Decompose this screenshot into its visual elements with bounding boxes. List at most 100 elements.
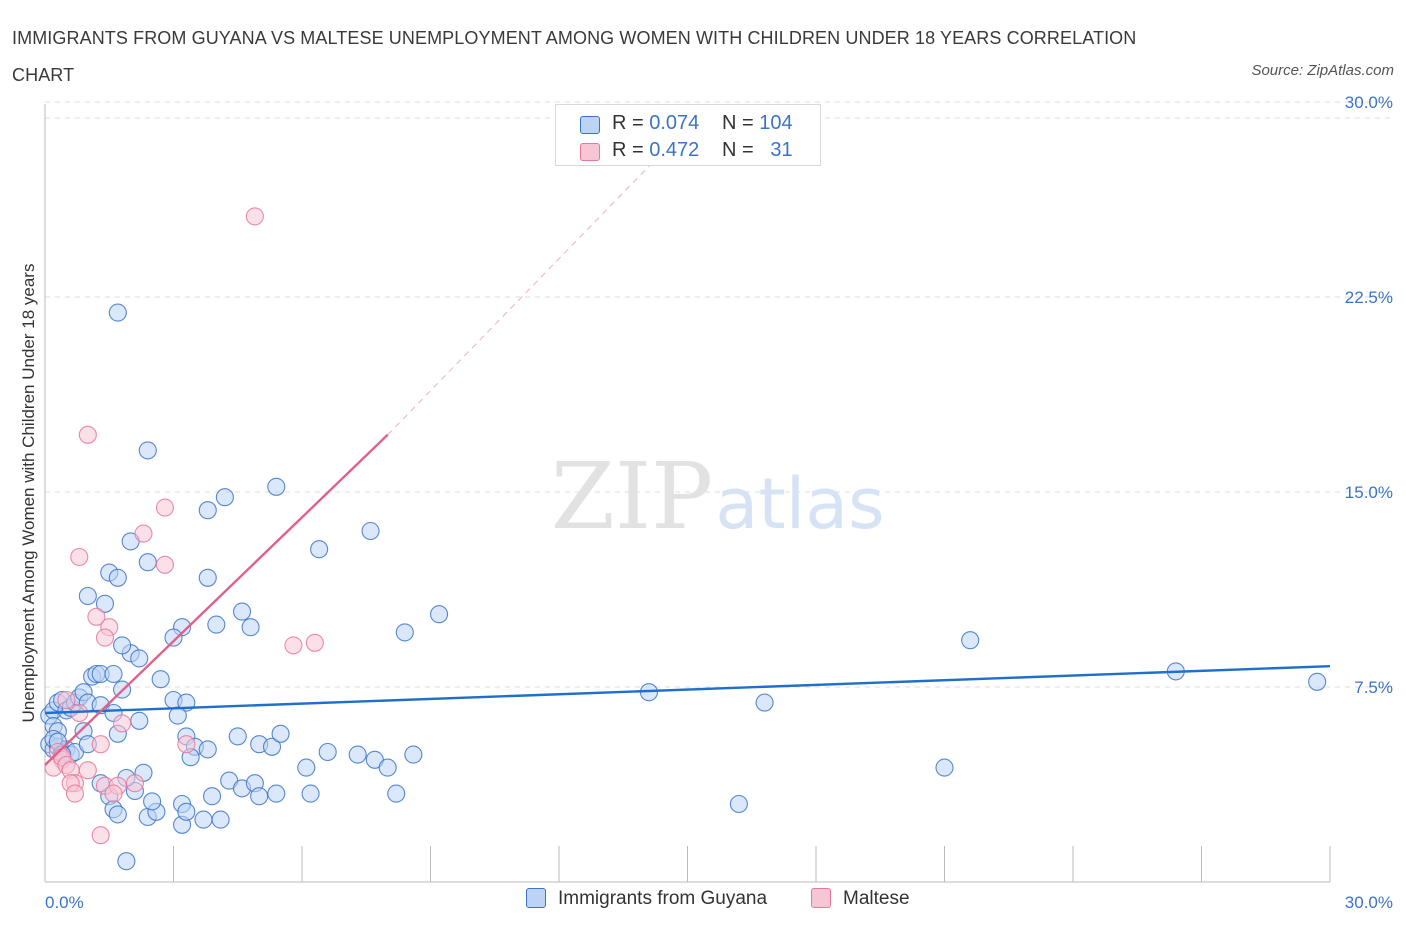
point-maltese (113, 714, 132, 733)
point-guyana (267, 477, 286, 496)
point-maltese (87, 607, 106, 626)
legend-r-value: 0.074 (649, 112, 700, 134)
point-maltese (95, 628, 115, 647)
watermark: ZIP atlas (551, 443, 885, 550)
point-guyana (935, 758, 954, 777)
y-axis-label: Unemployment Among Women with Children U… (19, 264, 38, 723)
point-guyana (138, 441, 157, 460)
point-guyana (78, 586, 97, 606)
point-guyana (130, 649, 149, 668)
point-guyana (961, 631, 980, 650)
point-guyana (207, 615, 226, 634)
point-guyana (241, 618, 260, 637)
point-guyana (108, 303, 127, 322)
point-guyana (387, 784, 406, 803)
point-guyana (198, 568, 217, 587)
point-maltese (104, 784, 123, 803)
legend-n-label: N = (722, 112, 754, 134)
point-maltese (284, 636, 303, 655)
y-tick-label: 22.5% (1345, 288, 1393, 307)
point-guyana (250, 787, 269, 806)
source-credit: Source: ZipAtlas.com (1251, 62, 1394, 79)
point-guyana (108, 805, 127, 824)
gridlines (45, 101, 1395, 688)
series-legend: Immigrants from Guyana Maltese (0, 888, 1406, 916)
point-guyana (310, 540, 329, 559)
trend-lines (44, 104, 1331, 766)
point-guyana (151, 670, 170, 689)
point-guyana (194, 810, 213, 829)
legend-item-maltese[interactable]: Maltese (811, 888, 910, 910)
point-guyana (729, 794, 748, 814)
legend-n-value: 104 (759, 112, 793, 134)
point-guyana (1308, 672, 1327, 691)
legend-swatch-maltese (580, 143, 600, 161)
point-maltese (91, 826, 110, 845)
legend-r-label: R = (612, 139, 644, 161)
x-tick-label: 0.0% (45, 893, 84, 912)
legend-label-maltese: Maltese (843, 888, 910, 909)
point-guyana (361, 521, 380, 541)
point-maltese (245, 207, 264, 226)
point-guyana (404, 745, 423, 764)
trend-line-guyana (44, 665, 1331, 715)
point-guyana (104, 664, 123, 684)
point-guyana (138, 553, 157, 572)
point-maltese (134, 524, 153, 543)
point-guyana (177, 802, 196, 821)
point-guyana (113, 636, 132, 655)
point-guyana (232, 602, 252, 621)
point-guyana (215, 488, 234, 507)
point-guyana (198, 740, 217, 759)
point-guyana (168, 706, 187, 725)
point-maltese (125, 774, 144, 793)
legend-n-label: N = (722, 139, 754, 161)
point-guyana (348, 745, 367, 764)
legend-swatch-guyana (526, 888, 546, 908)
point-guyana (203, 787, 222, 806)
legend-item-guyana[interactable]: Immigrants from Guyana (526, 888, 767, 910)
y-tick-label: 7.5% (1354, 678, 1393, 697)
point-guyana (117, 852, 136, 871)
point-guyana (395, 623, 414, 642)
legend-swatch-maltese (811, 888, 831, 908)
point-maltese (177, 735, 196, 754)
correlation-legend: R = 0.074 N = 104 R = 0.472 N = 31 (555, 104, 821, 166)
point-guyana (301, 784, 320, 803)
point-guyana (297, 758, 316, 777)
point-maltese (155, 498, 174, 517)
point-guyana (318, 742, 337, 762)
point-guyana (271, 724, 290, 743)
point-guyana (143, 792, 162, 811)
point-maltese (65, 784, 85, 803)
point-guyana (95, 594, 115, 613)
point-guyana (430, 605, 449, 624)
point-maltese (78, 425, 97, 444)
point-maltese (305, 633, 324, 652)
legend-label-guyana: Immigrants from Guyana (558, 888, 768, 909)
watermark-zip: ZIP (551, 443, 713, 550)
point-maltese (155, 555, 174, 574)
y-tick-label: 15.0% (1345, 483, 1393, 502)
legend-r-label: R = (612, 112, 644, 134)
tick-labels: 7.5% 15.0% 22.5% 30.0% 0.0% 30.0% (45, 93, 1393, 912)
point-guyana (130, 711, 149, 730)
point-maltese (78, 761, 97, 780)
legend-r-value: 0.472 (649, 139, 700, 161)
legend-n-value: 31 (770, 139, 793, 161)
legend-swatch-guyana (580, 116, 600, 134)
point-guyana (108, 568, 127, 587)
y-tick-label: 30.0% (1345, 93, 1393, 112)
point-guyana (267, 784, 286, 803)
trend-line-maltese (44, 433, 389, 766)
point-guyana (755, 693, 774, 712)
point-guyana (211, 810, 230, 829)
point-guyana (262, 737, 282, 756)
series-guyana-points (40, 303, 1327, 871)
axes (44, 104, 1331, 883)
point-maltese (91, 735, 110, 754)
point-guyana (228, 727, 247, 746)
watermark-atlas: atlas (715, 463, 884, 545)
point-guyana (378, 758, 397, 777)
